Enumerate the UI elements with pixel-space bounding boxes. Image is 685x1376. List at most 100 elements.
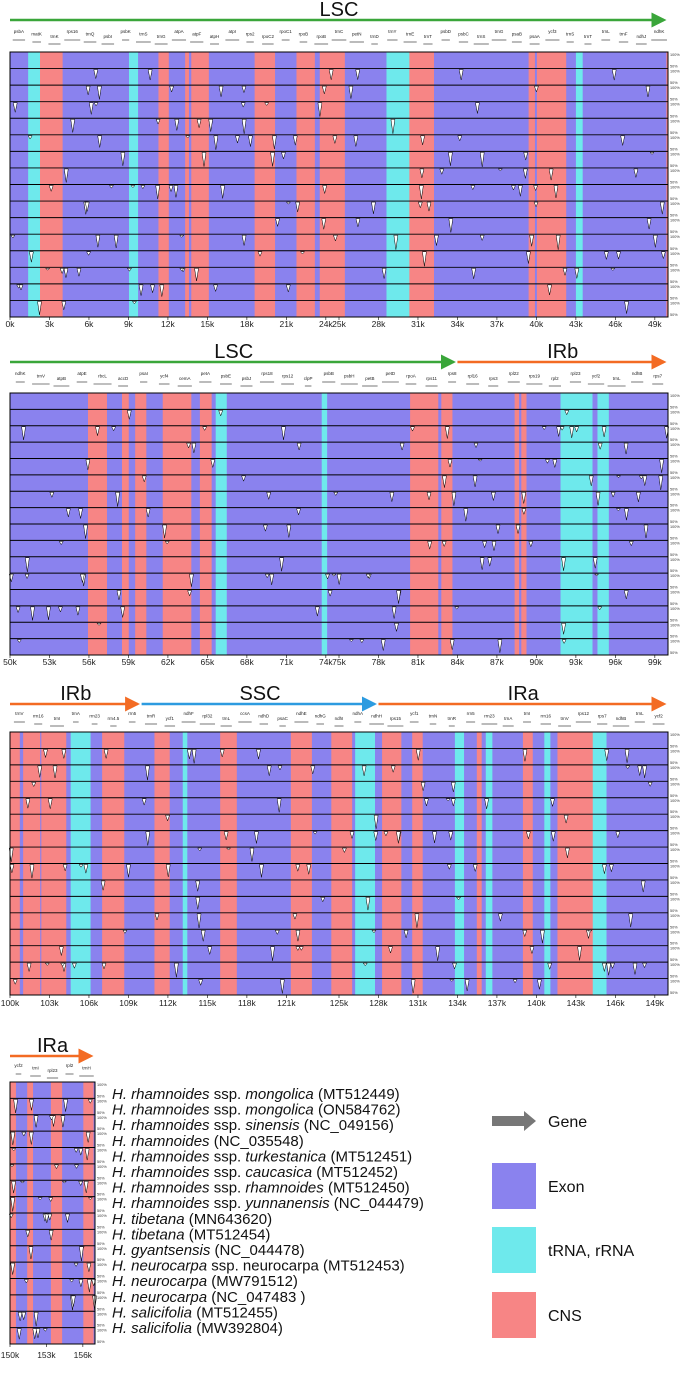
identity-dip — [336, 573, 342, 585]
identity-dip — [218, 85, 224, 97]
y-axis-label-50: 50% — [97, 1094, 105, 1098]
identity-dip — [74, 1164, 79, 1169]
series-accession: (ON584762) — [314, 1102, 401, 1119]
identity-dip — [380, 639, 386, 651]
identity-dip — [73, 1262, 79, 1267]
gene-label: atpH — [210, 34, 220, 39]
series-accession: (NC_044479) — [330, 1195, 424, 1212]
sequence-row: 100% 50% — [10, 831, 680, 848]
x-tick-label: 131k — [409, 998, 428, 1008]
y-axis-label-50: 50% — [670, 942, 678, 946]
identity-dip — [526, 251, 531, 264]
identity-dip — [390, 765, 396, 774]
sequence-row: 100% 50% — [9, 864, 680, 881]
identity-dip — [187, 749, 192, 759]
identity-dip — [445, 426, 450, 439]
gene-label: psaB — [512, 32, 522, 37]
identity-dip — [147, 69, 153, 81]
identity-dip — [97, 85, 102, 100]
identity-dip — [545, 459, 550, 464]
identity-dip — [60, 1115, 66, 1128]
identity-dip — [577, 946, 582, 961]
identity-dip — [219, 749, 225, 758]
series-genus: H. neurocarpa — [112, 1273, 207, 1290]
identity-dip — [633, 168, 639, 178]
x-tick-label: 71k — [280, 657, 294, 667]
y-axis-label-100: 100% — [670, 623, 680, 627]
series-ssp: ssp. — [210, 1180, 242, 1197]
identity-dip — [46, 606, 51, 620]
y-axis-label-50: 50% — [670, 263, 678, 267]
identity-dip — [642, 962, 647, 969]
x-tick-label: 115k — [198, 998, 217, 1008]
series-accession: (MT512454) — [185, 1226, 271, 1243]
sequence-row: 100% 50% — [10, 524, 680, 541]
gene-label: trnY — [388, 29, 396, 34]
identity-dip — [281, 152, 286, 160]
identity-dip — [479, 152, 485, 168]
identity-dip — [10, 1262, 15, 1275]
gene-label: matK — [31, 32, 42, 37]
identity-dip — [552, 459, 558, 468]
gene-label: trnS — [477, 34, 485, 39]
sequence-row: 100% 50% — [10, 284, 680, 301]
identity-dip — [333, 492, 339, 496]
sequence-row: 100% 50% — [8, 847, 680, 864]
x-tick-label: 75k — [332, 657, 346, 667]
series-genus: H. salicifolia — [112, 1320, 192, 1337]
y-axis-label-100: 100% — [670, 219, 680, 223]
identity-dip — [533, 201, 539, 208]
identity-dip — [321, 85, 327, 95]
identity-dip — [285, 201, 291, 205]
identity-dip — [473, 442, 479, 449]
series-name: H. rhamnoides ssp. sinensis (NC_049156) — [112, 1117, 394, 1134]
identity-dip — [362, 962, 368, 967]
sequence-row: 100% 50% — [10, 749, 680, 766]
gene-label: rps12 — [578, 711, 590, 716]
identity-dip — [96, 623, 102, 626]
x-tick-label: 46k — [609, 319, 623, 329]
sequence-row: 100% 50% — [10, 1181, 107, 1198]
identity-dip — [126, 268, 132, 272]
gene-label: trnF — [620, 32, 628, 37]
identity-dip — [85, 459, 91, 470]
identity-dip — [47, 1213, 53, 1221]
series-ssp: ssp. — [210, 1117, 242, 1134]
sequence-row: 100% 50% — [10, 234, 680, 252]
identity-dip — [126, 410, 132, 420]
identity-dip — [373, 831, 379, 841]
identity-dip — [602, 962, 607, 972]
x-tick-label: 62k — [161, 657, 175, 667]
x-tick-label: 12k — [161, 319, 175, 329]
identity-dip — [561, 557, 566, 571]
identity-dip — [200, 930, 206, 942]
identity-dip — [642, 765, 647, 778]
identity-dip — [131, 301, 137, 305]
identity-dip — [477, 459, 483, 462]
series-accession: (MT512449) — [314, 1086, 400, 1103]
identity-dip — [179, 268, 185, 272]
y-axis-label-100: 100% — [670, 136, 680, 140]
identity-dip — [202, 426, 208, 431]
y-axis-label-100: 100% — [670, 525, 680, 529]
identity-dip — [49, 492, 55, 498]
identity-dip — [37, 1197, 43, 1201]
identity-dip — [574, 426, 579, 433]
identity-dip — [322, 185, 327, 194]
identity-dip — [355, 69, 361, 80]
identity-dip — [559, 426, 565, 431]
identity-dip — [266, 765, 272, 776]
y-axis-label-100: 100% — [670, 782, 680, 786]
y-axis-label-50: 50% — [670, 777, 678, 781]
identity-dip — [43, 749, 48, 758]
identity-dip — [624, 749, 630, 763]
identity-dip — [415, 749, 421, 761]
identity-dip — [11, 1181, 16, 1194]
sequence-row: 100% 50% — [10, 930, 680, 947]
gene-label: petD — [386, 371, 396, 376]
y-axis-label-50: 50% — [97, 1291, 105, 1295]
sequence-row: 100% 50% — [10, 85, 680, 103]
legend-label: CNS — [548, 1308, 582, 1325]
identity-dip — [348, 639, 354, 642]
identity-dip — [155, 119, 161, 125]
